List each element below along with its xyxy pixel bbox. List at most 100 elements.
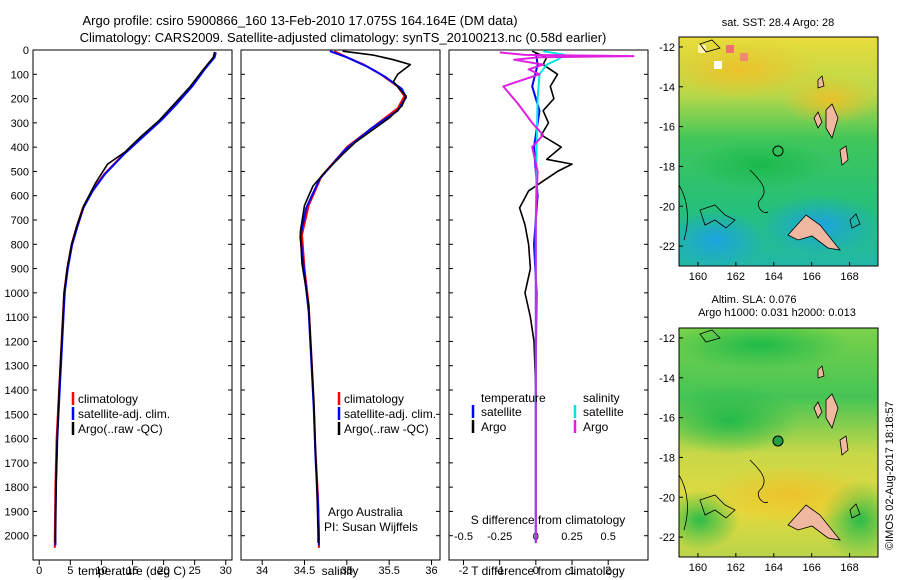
temperature-legend: climatology satellite-adj. clim. Argo(..… bbox=[71, 392, 170, 436]
map-y-tick-label: -22 bbox=[659, 532, 675, 544]
difference-legend: temperature satellite Argo salinity sate… bbox=[471, 391, 624, 434]
legend-label-argo: Argo(..raw -QC) bbox=[78, 422, 163, 436]
depth-tick-label: 1100 bbox=[5, 312, 29, 324]
sst-map-frame bbox=[678, 36, 879, 267]
map-y-tick-label: -12 bbox=[659, 42, 675, 54]
imos-watermark: ©IMOS 02-Aug-2017 18:18:57 bbox=[884, 401, 896, 550]
legend-label-t-satellite: satellite bbox=[481, 405, 522, 419]
temperature-panel-frame bbox=[32, 49, 233, 561]
map-y-tick-label: -18 bbox=[659, 452, 675, 464]
vanuatu-island bbox=[813, 111, 823, 129]
legend-title-temperature: temperature bbox=[481, 391, 546, 405]
reef-contour bbox=[699, 494, 736, 519]
legend-label-satellite: satellite-adj. clim. bbox=[344, 407, 436, 421]
x-tick-label-top: -0.5 bbox=[454, 531, 473, 543]
sst-green-patch bbox=[690, 140, 830, 190]
sla-green-patch bbox=[679, 328, 850, 370]
difference-xlabel-top: S difference from climatology bbox=[471, 513, 626, 527]
reef-contour bbox=[849, 213, 861, 229]
map-y-tick-label: -18 bbox=[659, 161, 675, 173]
x-tick-label: 34.5 bbox=[294, 565, 315, 577]
x-tick-label: 36 bbox=[425, 565, 437, 577]
depth-tick-label: 0 bbox=[23, 45, 29, 57]
sla-map-frame bbox=[678, 327, 879, 558]
depth-tick-label: 1300 bbox=[5, 361, 29, 373]
map-y-tick-label: -16 bbox=[659, 122, 675, 134]
depth-tick-label: 2000 bbox=[5, 531, 29, 543]
depth-tick-label: 1900 bbox=[5, 506, 29, 518]
salinity-legend: climatology satellite-adj. clim. Argo(..… bbox=[337, 392, 436, 436]
map-x-tick-label: 162 bbox=[727, 562, 745, 574]
map-y-tick-label: -22 bbox=[659, 241, 675, 253]
sst-pixel bbox=[698, 45, 706, 53]
x-tick-label: 5 bbox=[67, 565, 73, 577]
x-tick-label: 2 bbox=[605, 565, 611, 577]
depth-tick-label: 600 bbox=[11, 191, 29, 203]
depth-tick-label: 300 bbox=[11, 118, 29, 130]
x-tick-label: -2 bbox=[459, 565, 469, 577]
reef-contour bbox=[699, 39, 721, 53]
difference-series bbox=[499, 50, 635, 543]
map-x-tick-label: 160 bbox=[689, 562, 707, 574]
sst-map-axes: 160 162 164 166 168 -12 -14 -16 -18 -20 -22 bbox=[659, 42, 859, 283]
temperature-x-axis: 0 5 10 15 20 25 30 bbox=[36, 560, 232, 577]
map-y-tick-label: -12 bbox=[659, 333, 675, 345]
coastline-contour bbox=[679, 474, 688, 531]
vanuatu-island bbox=[817, 75, 825, 89]
depth-tick-label: 900 bbox=[11, 264, 29, 276]
x-tick-label: 20 bbox=[157, 565, 169, 577]
legend-label-climatology: climatology bbox=[344, 392, 404, 406]
t-difference-x-axis: -2 -1 0 1 2 bbox=[459, 560, 611, 577]
legend-label-satellite: satellite-adj. clim. bbox=[78, 407, 170, 421]
vanuatu-island bbox=[839, 145, 849, 166]
x-tick-label: -1 bbox=[495, 565, 505, 577]
depth-tick-label: 1500 bbox=[5, 409, 29, 421]
sst-warm-patch bbox=[780, 75, 878, 125]
x-tick-label: 15 bbox=[126, 565, 138, 577]
x-tick-label: 0 bbox=[533, 565, 539, 577]
x-tick-label: 1 bbox=[569, 565, 575, 577]
difference-xlabel: T difference from climatology bbox=[471, 564, 625, 578]
series-line-argo bbox=[54, 51, 216, 543]
sst-pixel bbox=[726, 45, 734, 53]
depth-tick-label: 100 bbox=[11, 69, 29, 81]
argo-position-marker bbox=[772, 435, 784, 447]
sst-map-title: sat. SST: 28.4 Argo: 28 bbox=[722, 17, 835, 29]
series-line-t-argo bbox=[518, 50, 573, 543]
series-line-s-argo bbox=[499, 51, 635, 543]
legend-label-s-argo: Argo bbox=[583, 420, 609, 434]
sst-pixel bbox=[740, 53, 748, 61]
credit-line2: PI: Susan Wijffels bbox=[324, 520, 418, 534]
map-y-tick-label: -14 bbox=[659, 82, 675, 94]
difference-panel-frame bbox=[448, 49, 649, 561]
sst-warm-patch bbox=[679, 40, 820, 100]
map-x-tick-label: 162 bbox=[727, 271, 745, 283]
map-x-tick-label: 166 bbox=[802, 562, 820, 574]
reef-contour bbox=[849, 503, 861, 519]
sla-map-field bbox=[679, 328, 878, 557]
sst-pixel bbox=[714, 61, 722, 69]
x-tick-label-top: 0.25 bbox=[561, 531, 582, 543]
sst-map-field bbox=[679, 37, 878, 266]
map-y-tick-label: -14 bbox=[659, 373, 675, 385]
depth-tick-label: 500 bbox=[11, 166, 29, 178]
map-x-tick-label: 166 bbox=[802, 271, 820, 283]
map-x-tick-label: 164 bbox=[765, 271, 783, 283]
x-tick-label: 35 bbox=[341, 565, 353, 577]
reef-contour bbox=[749, 169, 769, 213]
sla-high-patch bbox=[710, 465, 870, 525]
map-x-tick-label: 168 bbox=[840, 562, 858, 574]
salinity-series bbox=[299, 50, 412, 548]
temperature-series bbox=[53, 51, 217, 548]
depth-tick-label: 1700 bbox=[5, 458, 29, 470]
depth-tick-label: 400 bbox=[11, 142, 29, 154]
depth-tick-label: 1000 bbox=[5, 288, 29, 300]
temperature-xlabel: temperature (deg C) bbox=[78, 564, 186, 578]
depth-tick-label: 1400 bbox=[5, 385, 29, 397]
reef-contour bbox=[699, 204, 736, 229]
series-line-argo bbox=[299, 50, 412, 543]
vanuatu-island bbox=[817, 365, 825, 379]
map-x-tick-label: 160 bbox=[689, 271, 707, 283]
x-tick-label-top: -0.25 bbox=[487, 531, 512, 543]
map-x-tick-label: 164 bbox=[765, 562, 783, 574]
